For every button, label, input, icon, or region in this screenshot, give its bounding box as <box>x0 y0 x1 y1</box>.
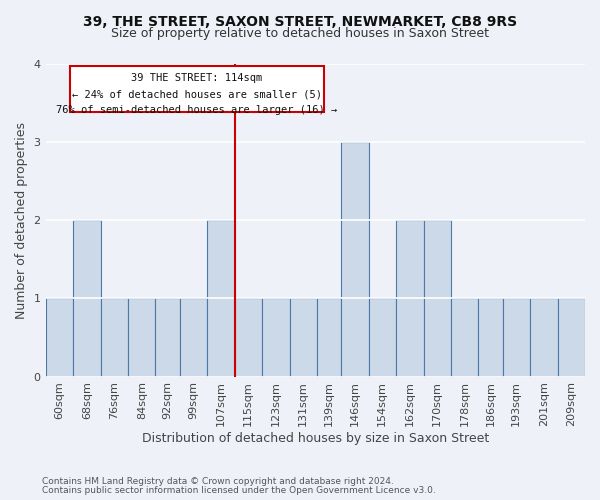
X-axis label: Distribution of detached houses by size in Saxon Street: Distribution of detached houses by size … <box>142 432 489 445</box>
Bar <box>46 298 73 376</box>
Bar <box>101 298 128 376</box>
Bar <box>290 298 317 376</box>
Bar <box>317 298 341 376</box>
Bar <box>262 298 290 376</box>
Text: Contains public sector information licensed under the Open Government Licence v3: Contains public sector information licen… <box>42 486 436 495</box>
Text: 76% of semi-detached houses are larger (16) →: 76% of semi-detached houses are larger (… <box>56 104 337 115</box>
Bar <box>155 298 179 376</box>
Bar <box>70 66 324 112</box>
Text: 39 THE STREET: 114sqm: 39 THE STREET: 114sqm <box>131 74 262 84</box>
Bar <box>128 298 155 376</box>
Bar <box>424 220 451 376</box>
Bar <box>478 298 503 376</box>
Y-axis label: Number of detached properties: Number of detached properties <box>15 122 28 319</box>
Bar <box>207 220 235 376</box>
Bar <box>73 220 101 376</box>
Text: Contains HM Land Registry data © Crown copyright and database right 2024.: Contains HM Land Registry data © Crown c… <box>42 477 394 486</box>
Text: Size of property relative to detached houses in Saxon Street: Size of property relative to detached ho… <box>111 28 489 40</box>
Text: 39, THE STREET, SAXON STREET, NEWMARKET, CB8 9RS: 39, THE STREET, SAXON STREET, NEWMARKET,… <box>83 15 517 29</box>
Bar <box>396 220 424 376</box>
Bar <box>368 298 396 376</box>
Bar <box>341 142 368 376</box>
Bar <box>179 298 207 376</box>
Bar <box>235 298 262 376</box>
Text: ← 24% of detached houses are smaller (5): ← 24% of detached houses are smaller (5) <box>72 89 322 99</box>
Bar <box>451 298 478 376</box>
Bar <box>503 298 530 376</box>
Bar <box>530 298 557 376</box>
Bar <box>557 298 585 376</box>
